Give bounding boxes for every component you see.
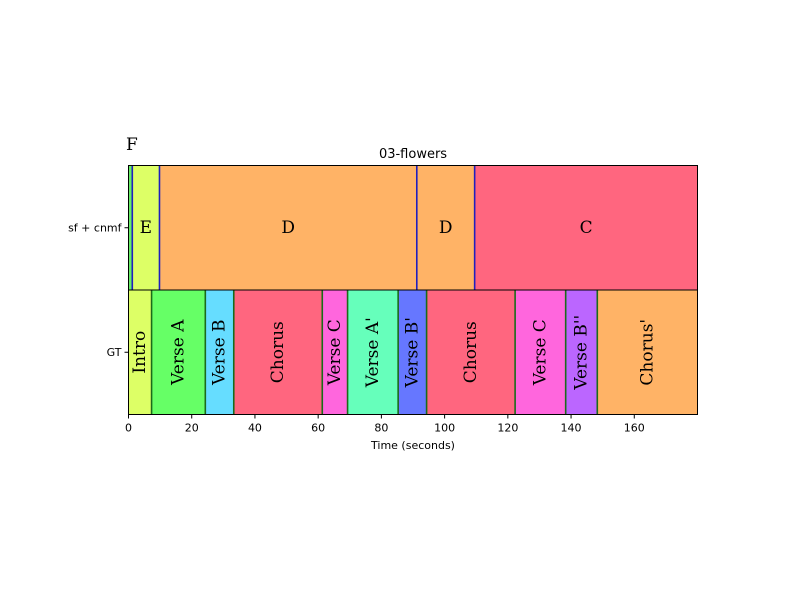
x-tick-label: 160 [624, 422, 645, 435]
segment-label-2-2: Verse A [168, 319, 188, 386]
segment-1-1 [128, 165, 133, 290]
segment-1-2 [132, 165, 160, 290]
segment-label-2-8: Chorus [461, 321, 481, 383]
x-tick-label: 40 [248, 422, 262, 435]
segment-2-8 [426, 290, 516, 415]
segment-label-1-3: D [281, 218, 295, 238]
segment-label-2-9: Verse C [530, 319, 550, 386]
panel-label: F [126, 135, 138, 155]
segment-1-5 [474, 165, 698, 290]
x-tick-label: 80 [374, 422, 388, 435]
segment-1-3 [159, 165, 417, 290]
segment-2-7 [398, 290, 427, 415]
segment-2-10 [565, 290, 598, 415]
segment-label-2-1: Intro [130, 331, 150, 374]
segment-2-9 [515, 290, 566, 415]
segment-label-1-2: E [140, 218, 152, 238]
rows-layer: E D D C Intro Verse A Verse B Chorus Verse C Vers… [128, 165, 698, 415]
x-tick-label: 60 [311, 422, 325, 435]
segment-2-2 [151, 290, 206, 415]
segment-label-2-7: Verse B' [402, 317, 422, 388]
segment-1-4 [416, 165, 475, 290]
segment-label-1-5: C [580, 218, 593, 238]
x-tick-label: 0 [125, 422, 132, 435]
row-2: Intro Verse A Verse B Chorus Verse C Verse A'… [128, 289, 698, 415]
x-axis: sf + cnmf GT 0 20 40 60 80 100 120 140 160 [68, 221, 645, 434]
segment-label-2-10: Verse B'' [571, 315, 591, 391]
segment-2-6 [347, 290, 399, 415]
chart-title: 03-flowers [379, 147, 447, 162]
segment-label-2-3: Verse B [210, 319, 230, 386]
segment-2-3 [205, 290, 234, 415]
segment-label-2-5: Verse C [325, 319, 345, 386]
segment-label-2-4: Chorus [268, 321, 288, 383]
segment-2-1 [128, 290, 152, 415]
x-tick-label: 20 [185, 422, 199, 435]
segment-2-11 [597, 290, 698, 415]
x-tick-label: 140 [561, 422, 582, 435]
segment-label-2-6: Verse A' [363, 317, 383, 388]
segment-label-1-4: D [439, 218, 453, 238]
x-tick-label: 100 [434, 422, 455, 435]
plot-frame [128, 165, 698, 415]
x-axis-label: Time (seconds) [370, 439, 455, 452]
segment-label-2-11: Chorus' [637, 319, 657, 386]
y-tick-label: sf + cnmf [68, 221, 123, 234]
y-tick-label: GT [107, 346, 122, 359]
segment-2-4 [233, 290, 323, 415]
x-tick-label: 120 [497, 422, 518, 435]
segment-2-5 [322, 290, 348, 415]
